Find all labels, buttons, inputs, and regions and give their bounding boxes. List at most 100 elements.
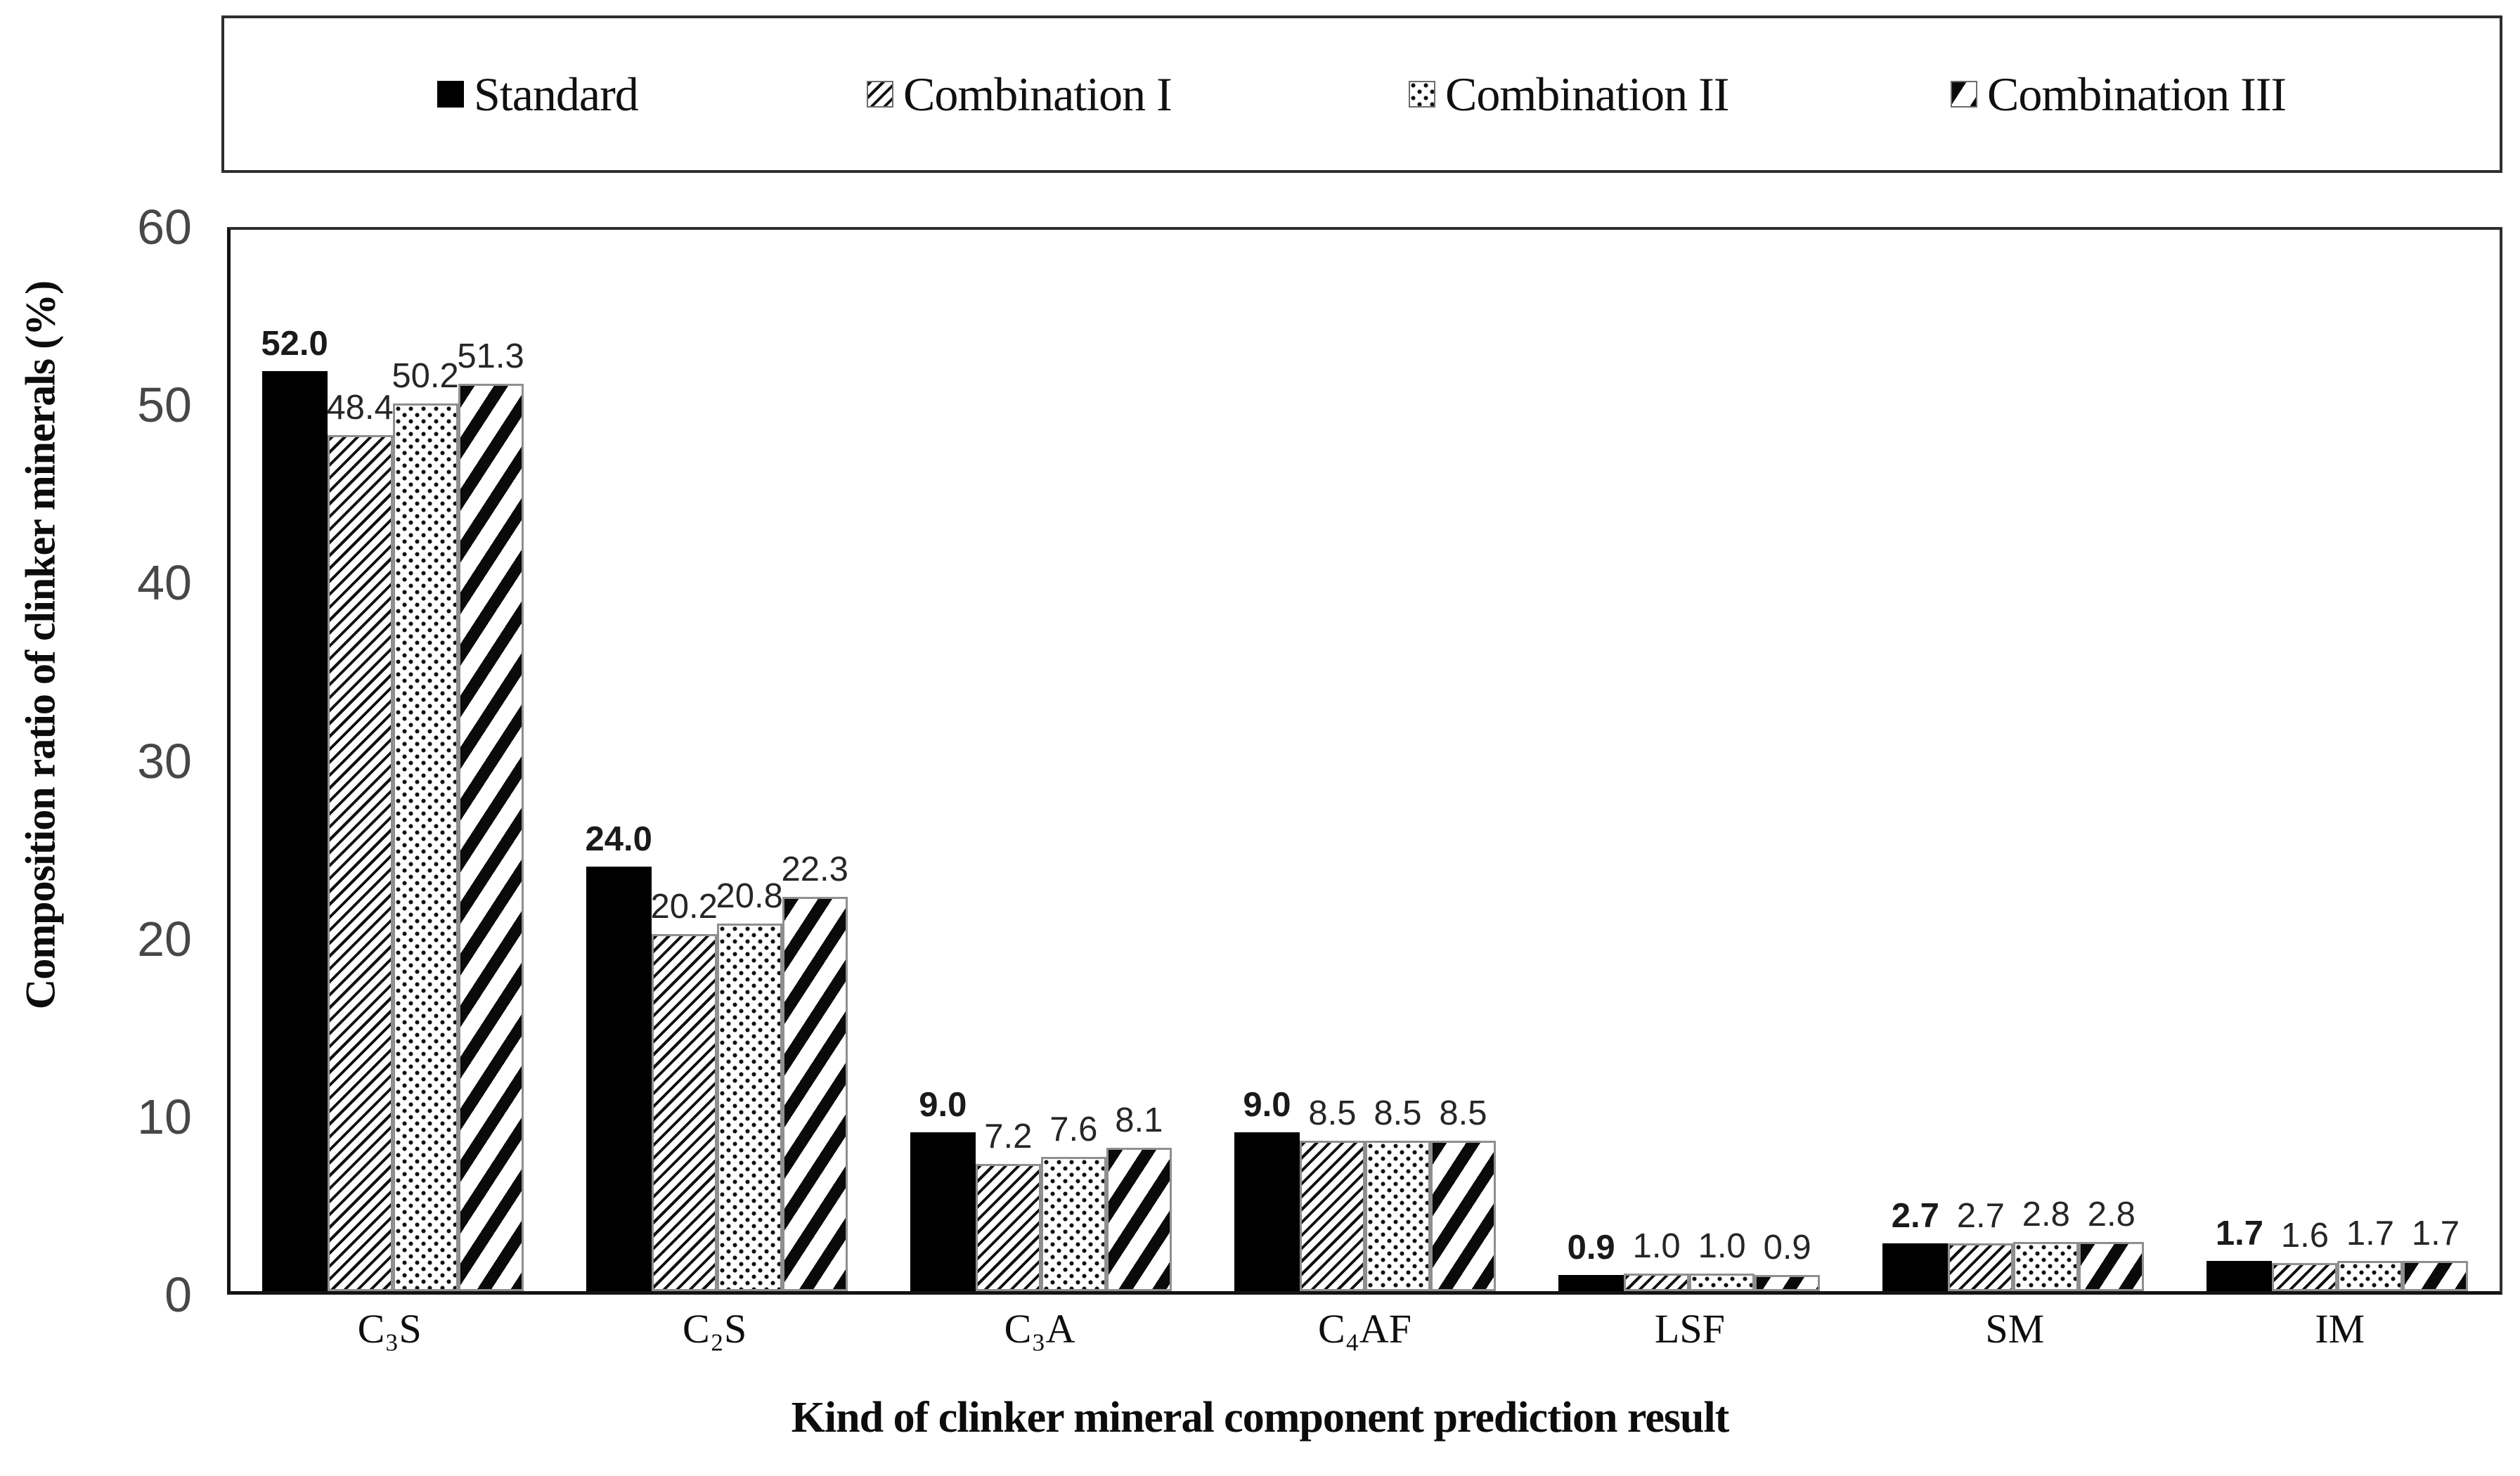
bar-rect [1299, 1141, 1365, 1291]
bar-combination-i-group5: 1.0 [1624, 1229, 1690, 1291]
legend-item-combination-iii: Combination III [1951, 18, 2287, 170]
y-axis-ticks: 0 10 20 30 40 50 60 [37, 202, 192, 1319]
bar-value-label: 1.6 [2280, 1216, 2329, 1255]
bar-rect [651, 933, 717, 1291]
legend-marker-hatch-thin-icon [867, 81, 893, 108]
bar-value-label: 8.5 [1374, 1094, 1422, 1133]
bar-group-c-a: 9.0 7.2 7.6 8.1 [879, 230, 1203, 1291]
bar-rect [910, 1132, 976, 1291]
bar-value-label: 7.2 [984, 1117, 1033, 1155]
bar-standard-group7: 1.7 [2206, 1217, 2273, 1291]
bar-combination-ii-group2: 20.8 [716, 879, 783, 1291]
bar-value-label: 2.8 [2022, 1195, 2070, 1234]
bar-rect [1234, 1132, 1300, 1291]
bar-rect [975, 1163, 1041, 1291]
bar-rect [2079, 1241, 2145, 1291]
bar-standard-group3: 9.0 [910, 1087, 976, 1291]
bar-combination-iii-group3: 8.1 [1106, 1103, 1172, 1291]
category-label-c-s: C₂S [683, 1306, 747, 1352]
bar-group-c-s: 52.0 48.4 50.2 51.3 [231, 230, 555, 1291]
bar-rect [716, 923, 782, 1291]
bar-value-label: 0.9 [1567, 1229, 1615, 1267]
legend-label: Combination III [1987, 67, 2287, 121]
legend-item-combination-i: Combination I [867, 18, 1172, 170]
y-tick-10: 10 [137, 1089, 192, 1144]
legend-label: Combination I [903, 67, 1172, 121]
bar-rect [392, 403, 458, 1291]
y-tick-30: 30 [137, 733, 192, 789]
legend-marker-dots-icon [1409, 81, 1435, 108]
bar-combination-i-group7: 1.6 [2272, 1218, 2338, 1291]
legend-item-standard: Standard [437, 18, 639, 170]
plot-area: 0 10 20 30 40 50 60 52.0 48.4 50.2 51.3 24.0 20.2 20… [137, 202, 2502, 1352]
bar-value-label: 2.8 [2087, 1195, 2135, 1234]
bar-value-label: 1.7 [2346, 1215, 2394, 1253]
bar-rect [1040, 1156, 1106, 1291]
bar-value-label: 7.6 [1049, 1110, 1098, 1148]
bar-combination-iii-group2: 22.3 [782, 852, 848, 1291]
category-label-lsf: LSF [1654, 1306, 1725, 1352]
bar-standard-group1: 52.0 [261, 327, 328, 1291]
bar-value-label: 20.2 [650, 887, 718, 926]
bar-rect [1689, 1273, 1755, 1291]
category-label-c-a: C₃A [1004, 1306, 1075, 1352]
bar-value-label: 51.3 [457, 337, 524, 375]
bar-standard-group5: 0.9 [1558, 1231, 1624, 1291]
bar-rect [2206, 1261, 2273, 1291]
bar-combination-ii-group6: 2.8 [2013, 1197, 2079, 1291]
bar-combination-ii-group4: 8.5 [1364, 1096, 1430, 1291]
bar-rect [586, 867, 652, 1291]
y-tick-0: 0 [164, 1267, 192, 1322]
bar-value-label: 1.0 [1632, 1226, 1681, 1265]
bar-combination-iii-group7: 1.7 [2403, 1217, 2469, 1291]
bar-standard-group2: 24.0 [586, 822, 652, 1291]
bar-combination-iii-group5: 0.9 [1755, 1231, 1821, 1291]
legend-label: Standard [474, 67, 639, 121]
bar-combination-ii-group3: 7.6 [1040, 1112, 1106, 1291]
bar-rect [782, 896, 848, 1291]
bar-standard-group4: 9.0 [1234, 1087, 1300, 1291]
bar-value-label: 52.0 [261, 325, 328, 363]
bar-standard-group6: 2.7 [1882, 1199, 1949, 1291]
bar-combination-i-group4: 8.5 [1299, 1096, 1365, 1291]
legend: Standard Combination I Combination II Combi… [221, 15, 2502, 173]
bar-value-label: 50.2 [392, 356, 459, 395]
y-tick-40: 40 [137, 555, 192, 611]
bar-rect [2013, 1241, 2079, 1291]
bar-rect [327, 434, 393, 1291]
bar-value-label: 8.1 [1115, 1101, 1163, 1140]
legend-label: Combination II [1445, 67, 1729, 121]
bar-rect [1364, 1141, 1430, 1291]
bar-combination-i-group2: 20.2 [651, 889, 718, 1291]
legend-item-combination-ii: Combination II [1409, 18, 1729, 170]
bar-group-im: 1.7 1.6 1.7 1.7 [2176, 230, 2500, 1291]
category-label-im: IM [2315, 1306, 2365, 1352]
bar-rect [458, 383, 524, 1291]
bar-rect [1106, 1148, 1172, 1291]
x-axis-title: Kind of clinker mineral component predic… [791, 1394, 1730, 1442]
bar-value-label: 1.0 [1698, 1226, 1746, 1265]
y-tick-20: 20 [137, 911, 192, 966]
bar-rect [2337, 1261, 2403, 1291]
bar-group-c-af: 9.0 8.5 8.5 8.5 [1203, 230, 1527, 1291]
bar-combination-iii-group6: 2.8 [2079, 1197, 2145, 1291]
bar-value-label: 48.4 [326, 388, 394, 427]
bar-combination-i-group3: 7.2 [975, 1119, 1041, 1291]
legend-marker-solid-icon [437, 81, 464, 108]
bar-value-label: 1.7 [2411, 1215, 2460, 1253]
bar-value-label: 8.5 [1308, 1094, 1357, 1133]
bar-rect [1882, 1243, 1949, 1291]
bar-rect [1430, 1141, 1496, 1291]
bar-group-c-s: 24.0 20.2 20.8 22.3 [555, 230, 879, 1291]
bar-combination-ii-group5: 1.0 [1689, 1229, 1755, 1291]
y-tick-60: 60 [137, 200, 192, 254]
bar-rect [2403, 1261, 2469, 1291]
bar-value-label: 1.7 [2215, 1215, 2263, 1253]
bar-value-label: 20.8 [716, 876, 783, 915]
bar-rect [1755, 1275, 1821, 1291]
bar-combination-iii-group1: 51.3 [457, 339, 524, 1291]
bar-rect [1624, 1273, 1690, 1291]
bar-combination-i-group6: 2.7 [1948, 1199, 2014, 1291]
bar-value-label: 22.3 [781, 850, 848, 888]
